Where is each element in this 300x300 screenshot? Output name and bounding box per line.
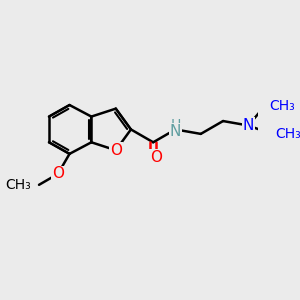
Text: N: N [243,118,254,133]
Text: CH₃: CH₃ [275,127,300,141]
Text: O: O [52,167,64,182]
Text: CH₃: CH₃ [6,178,31,192]
Text: O: O [110,143,122,158]
Text: CH₃: CH₃ [269,99,295,113]
Text: O: O [150,150,162,165]
Text: H: H [170,118,181,132]
Text: N: N [170,124,181,139]
